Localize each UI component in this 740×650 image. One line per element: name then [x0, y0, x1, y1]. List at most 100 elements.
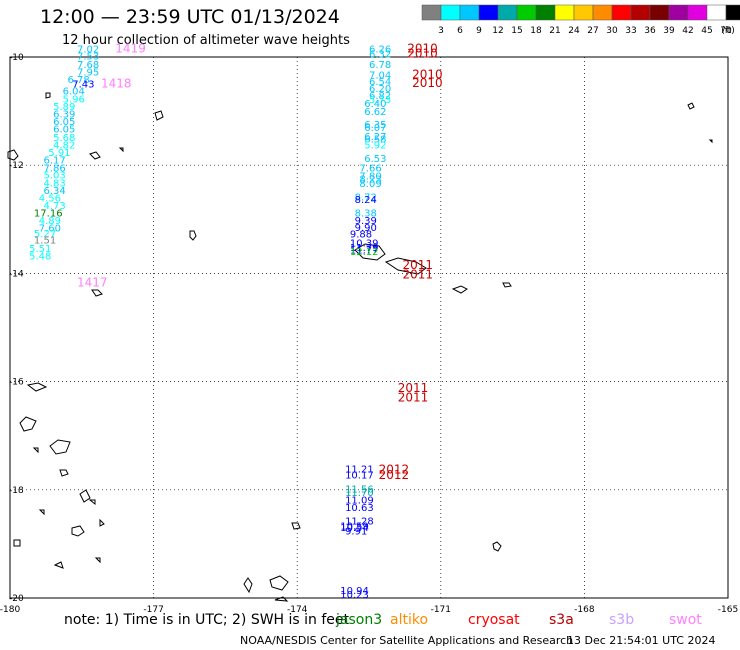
track-label: 2012 [379, 463, 410, 477]
sat-label-cryosat: cryosat [468, 612, 520, 628]
island-outline [91, 289, 103, 297]
sat-label-s3b: s3b [609, 612, 635, 628]
island-outline [59, 469, 69, 477]
plot-frame [9, 56, 729, 599]
sat-label-swot: swot [669, 612, 702, 628]
island-outline [79, 489, 91, 503]
track-label: 1418 [101, 76, 132, 90]
wave-height-value: 7.60 [39, 224, 61, 235]
wave-height-value: 5.68 [53, 133, 75, 144]
colorbar-tick-label: 70 [720, 26, 732, 36]
wave-height-value: 9.88 [350, 230, 372, 241]
track-label: 2012 [379, 468, 410, 482]
colorbar-tick-label: 24 [568, 26, 580, 36]
x-tick-label: -177 [143, 605, 163, 615]
colorbar-tick-label: 18 [530, 26, 542, 36]
island-outline [269, 575, 289, 591]
wave-height-value: 6.39 [53, 110, 75, 121]
island-outline [708, 139, 713, 144]
wave-height-value: 6.05 [53, 117, 75, 128]
wave-height-value: 10.63 [345, 503, 374, 514]
wave-height-value: 9.90 [355, 223, 377, 234]
footer-note: note: 1) Time is in UTC; 2) SWH is in fe… [64, 612, 350, 628]
wave-height-value: 5.73 [369, 95, 391, 106]
island-outline [88, 499, 96, 506]
chart-subtitle: 12 hour collection of altimeter wave hei… [62, 33, 350, 48]
island-outline [19, 416, 37, 432]
colorbar-tick-label: 42 [682, 26, 693, 36]
wave-height-value: 6.26 [369, 45, 391, 56]
island-outline [71, 525, 85, 537]
island-outline [53, 561, 64, 569]
wave-height-value: 7.95 [77, 67, 99, 78]
colorbar-tick-label: 21 [549, 26, 560, 36]
wave-height-value: 7.02 [77, 45, 99, 56]
wave-height-value: 11.56 [345, 485, 374, 496]
wave-height-value: 7.68 [77, 60, 99, 71]
wave-height-value: 6.54 [369, 77, 391, 88]
wave-height-value: 11.09 [345, 495, 374, 506]
wave-height-value: 10.54 [340, 523, 369, 534]
island-outline [189, 230, 197, 241]
wave-height-value: 6.78 [369, 60, 391, 71]
island-outline [7, 149, 19, 161]
wave-height-value: 10.17 [345, 470, 374, 481]
x-tick-label: -174 [287, 605, 308, 615]
island-outline [291, 522, 301, 530]
island-outline [99, 518, 105, 527]
wave-height-value: 6.17 [44, 156, 66, 167]
wave-height-value: 6.82 [369, 91, 391, 102]
y-tick-label: -20 [9, 594, 24, 604]
wave-height-value: 8.23 [359, 175, 381, 186]
generation-timestamp: 13 Dec 21:54:01 UTC 2024 [567, 634, 716, 647]
island-outline [154, 110, 164, 121]
wave-height-value: 6.40 [364, 99, 386, 110]
colorbar-tick-label: 30 [606, 26, 618, 36]
island-outline [384, 257, 427, 275]
y-tick-label: -10 [9, 53, 24, 63]
sat-label-altiko: altiko [390, 612, 429, 628]
wave-height-value: 6.05 [53, 125, 75, 136]
sat-label-s3a: s3a [549, 612, 574, 628]
wave-height-value: 4.89 [39, 216, 61, 227]
wave-height-value: 5.96 [63, 94, 85, 105]
wave-height-value: 7.43 [72, 79, 94, 90]
wave-height-value: 9.91 [345, 527, 367, 538]
colorbar-tick-label: 27 [587, 26, 598, 36]
wave-height-value: 7.53 [77, 52, 99, 63]
wave-height-value: 6.04 [63, 86, 85, 97]
island-outline [38, 509, 45, 516]
wave-height-value: 11.77 [350, 245, 379, 256]
wave-height-value: 12.12 [350, 247, 379, 258]
colorbar-tick-label: 15 [511, 26, 522, 36]
colorbar-tick-label: 9 [476, 26, 482, 36]
y-tick-label: -16 [9, 378, 24, 388]
colorbar-tick-label: 3 [438, 26, 444, 36]
track-label: 2010 [407, 47, 438, 61]
track-label: 2010 [407, 42, 438, 56]
colorbar-tick-label: 39 [663, 26, 675, 36]
wave-height-value: 8.09 [359, 179, 381, 190]
wave-height-value: 8.38 [355, 209, 377, 220]
wave-height-value: 6.34 [44, 186, 66, 197]
wave-height-value: 4.56 [39, 193, 61, 204]
wave-height-value: 4.82 [53, 140, 75, 151]
island-outline [243, 577, 253, 594]
wave-height-value: 5.89 [53, 102, 75, 113]
colorbar-legend: 3 6 9 12 15 18 21 24 27 30 33 36 39 42 45 70(ft) [421, 4, 740, 36]
colorbar-tick-label: 6 [457, 26, 463, 36]
wave-height-value: 11.79 [350, 243, 379, 254]
colorbar-swatch [725, 4, 740, 21]
wave-height-value: 7.66 [359, 164, 381, 175]
track-label: 2011 [403, 258, 434, 272]
wave-height-value: 6.32 [369, 50, 391, 61]
island-outline [274, 596, 289, 602]
wave-height-value: 6.20 [369, 84, 391, 95]
island-outline [32, 447, 39, 454]
track-label: 2011 [398, 391, 429, 405]
x-tick-label: -180 [0, 605, 20, 615]
wave-height-value: 1.51 [34, 236, 56, 247]
track-label: 1417 [77, 275, 108, 289]
track-label: 1419 [115, 42, 146, 56]
wave-height-value: 6.27 [364, 132, 386, 143]
